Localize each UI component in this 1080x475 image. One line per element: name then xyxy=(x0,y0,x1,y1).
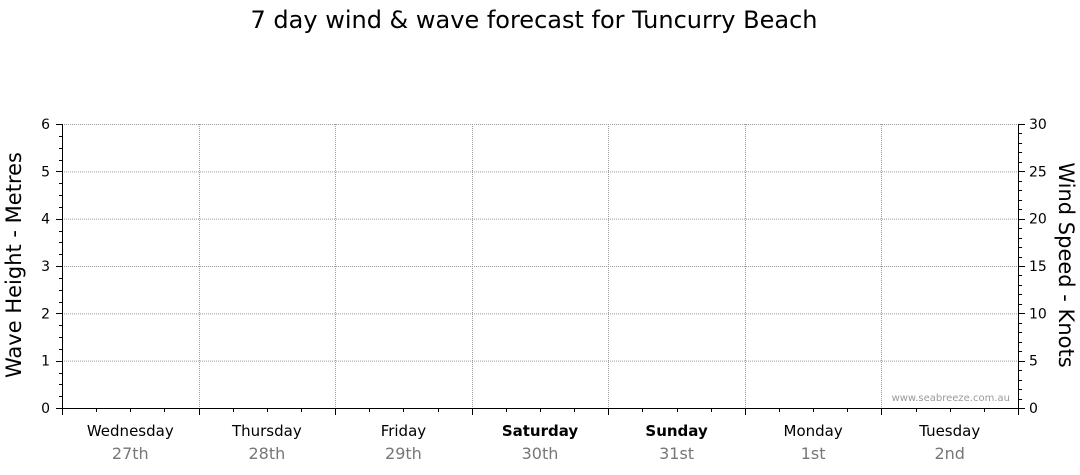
y-axis-title-left: Wave Height - Metres xyxy=(2,152,26,378)
day-date-label: 29th xyxy=(385,444,422,463)
left-tick-label: 1 xyxy=(41,354,50,370)
day-date-label: 28th xyxy=(248,444,285,463)
day-name-label: Saturday xyxy=(502,422,579,440)
left-tick-label: 4 xyxy=(41,212,50,228)
left-tick-label: 0 xyxy=(41,401,50,417)
day-name-label: Monday xyxy=(784,422,843,440)
left-tick-label: 5 xyxy=(41,164,50,180)
left-tick-label: 2 xyxy=(41,306,50,322)
right-tick-label: 5 xyxy=(1029,354,1038,370)
day-date-label: 30th xyxy=(522,444,559,463)
watermark-text: www.seabreeze.com.au xyxy=(892,393,1010,404)
day-date-label: 2nd xyxy=(934,444,964,463)
right-tick-label: 25 xyxy=(1029,164,1047,180)
day-name-label: Wednesday xyxy=(87,422,174,440)
day-name-label: Friday xyxy=(381,422,427,440)
day-name-label: Sunday xyxy=(645,422,708,440)
axes xyxy=(62,124,1019,415)
day-date-label: 1st xyxy=(801,444,826,463)
day-date-label: 27th xyxy=(112,444,149,463)
wave-height-axis: 0 1 2 3 4 5 6 xyxy=(41,117,62,417)
right-tick-label: 15 xyxy=(1029,259,1047,275)
left-tick-label: 6 xyxy=(41,117,50,133)
grid xyxy=(62,124,1018,408)
day-date-label: 31st xyxy=(659,444,694,463)
day-name-label: Thursday xyxy=(231,422,302,440)
right-tick-label: 0 xyxy=(1029,401,1038,417)
right-tick-label: 30 xyxy=(1029,117,1047,133)
day-name-label: Tuesday xyxy=(918,422,980,440)
y-axis-title-right: Wind Speed - Knots xyxy=(1054,162,1078,367)
right-tick-label: 10 xyxy=(1029,306,1047,322)
left-tick-label: 3 xyxy=(41,259,50,275)
wind-speed-axis: 0 5 10 15 20 25 30 xyxy=(1019,117,1047,417)
day-axis: Wednesday 27th Thursday 28th Friday 29th Satur… xyxy=(87,422,980,463)
chart-title: 7 day wind & wave forecast for Tuncurry … xyxy=(251,6,818,34)
right-tick-label: 20 xyxy=(1029,212,1047,228)
